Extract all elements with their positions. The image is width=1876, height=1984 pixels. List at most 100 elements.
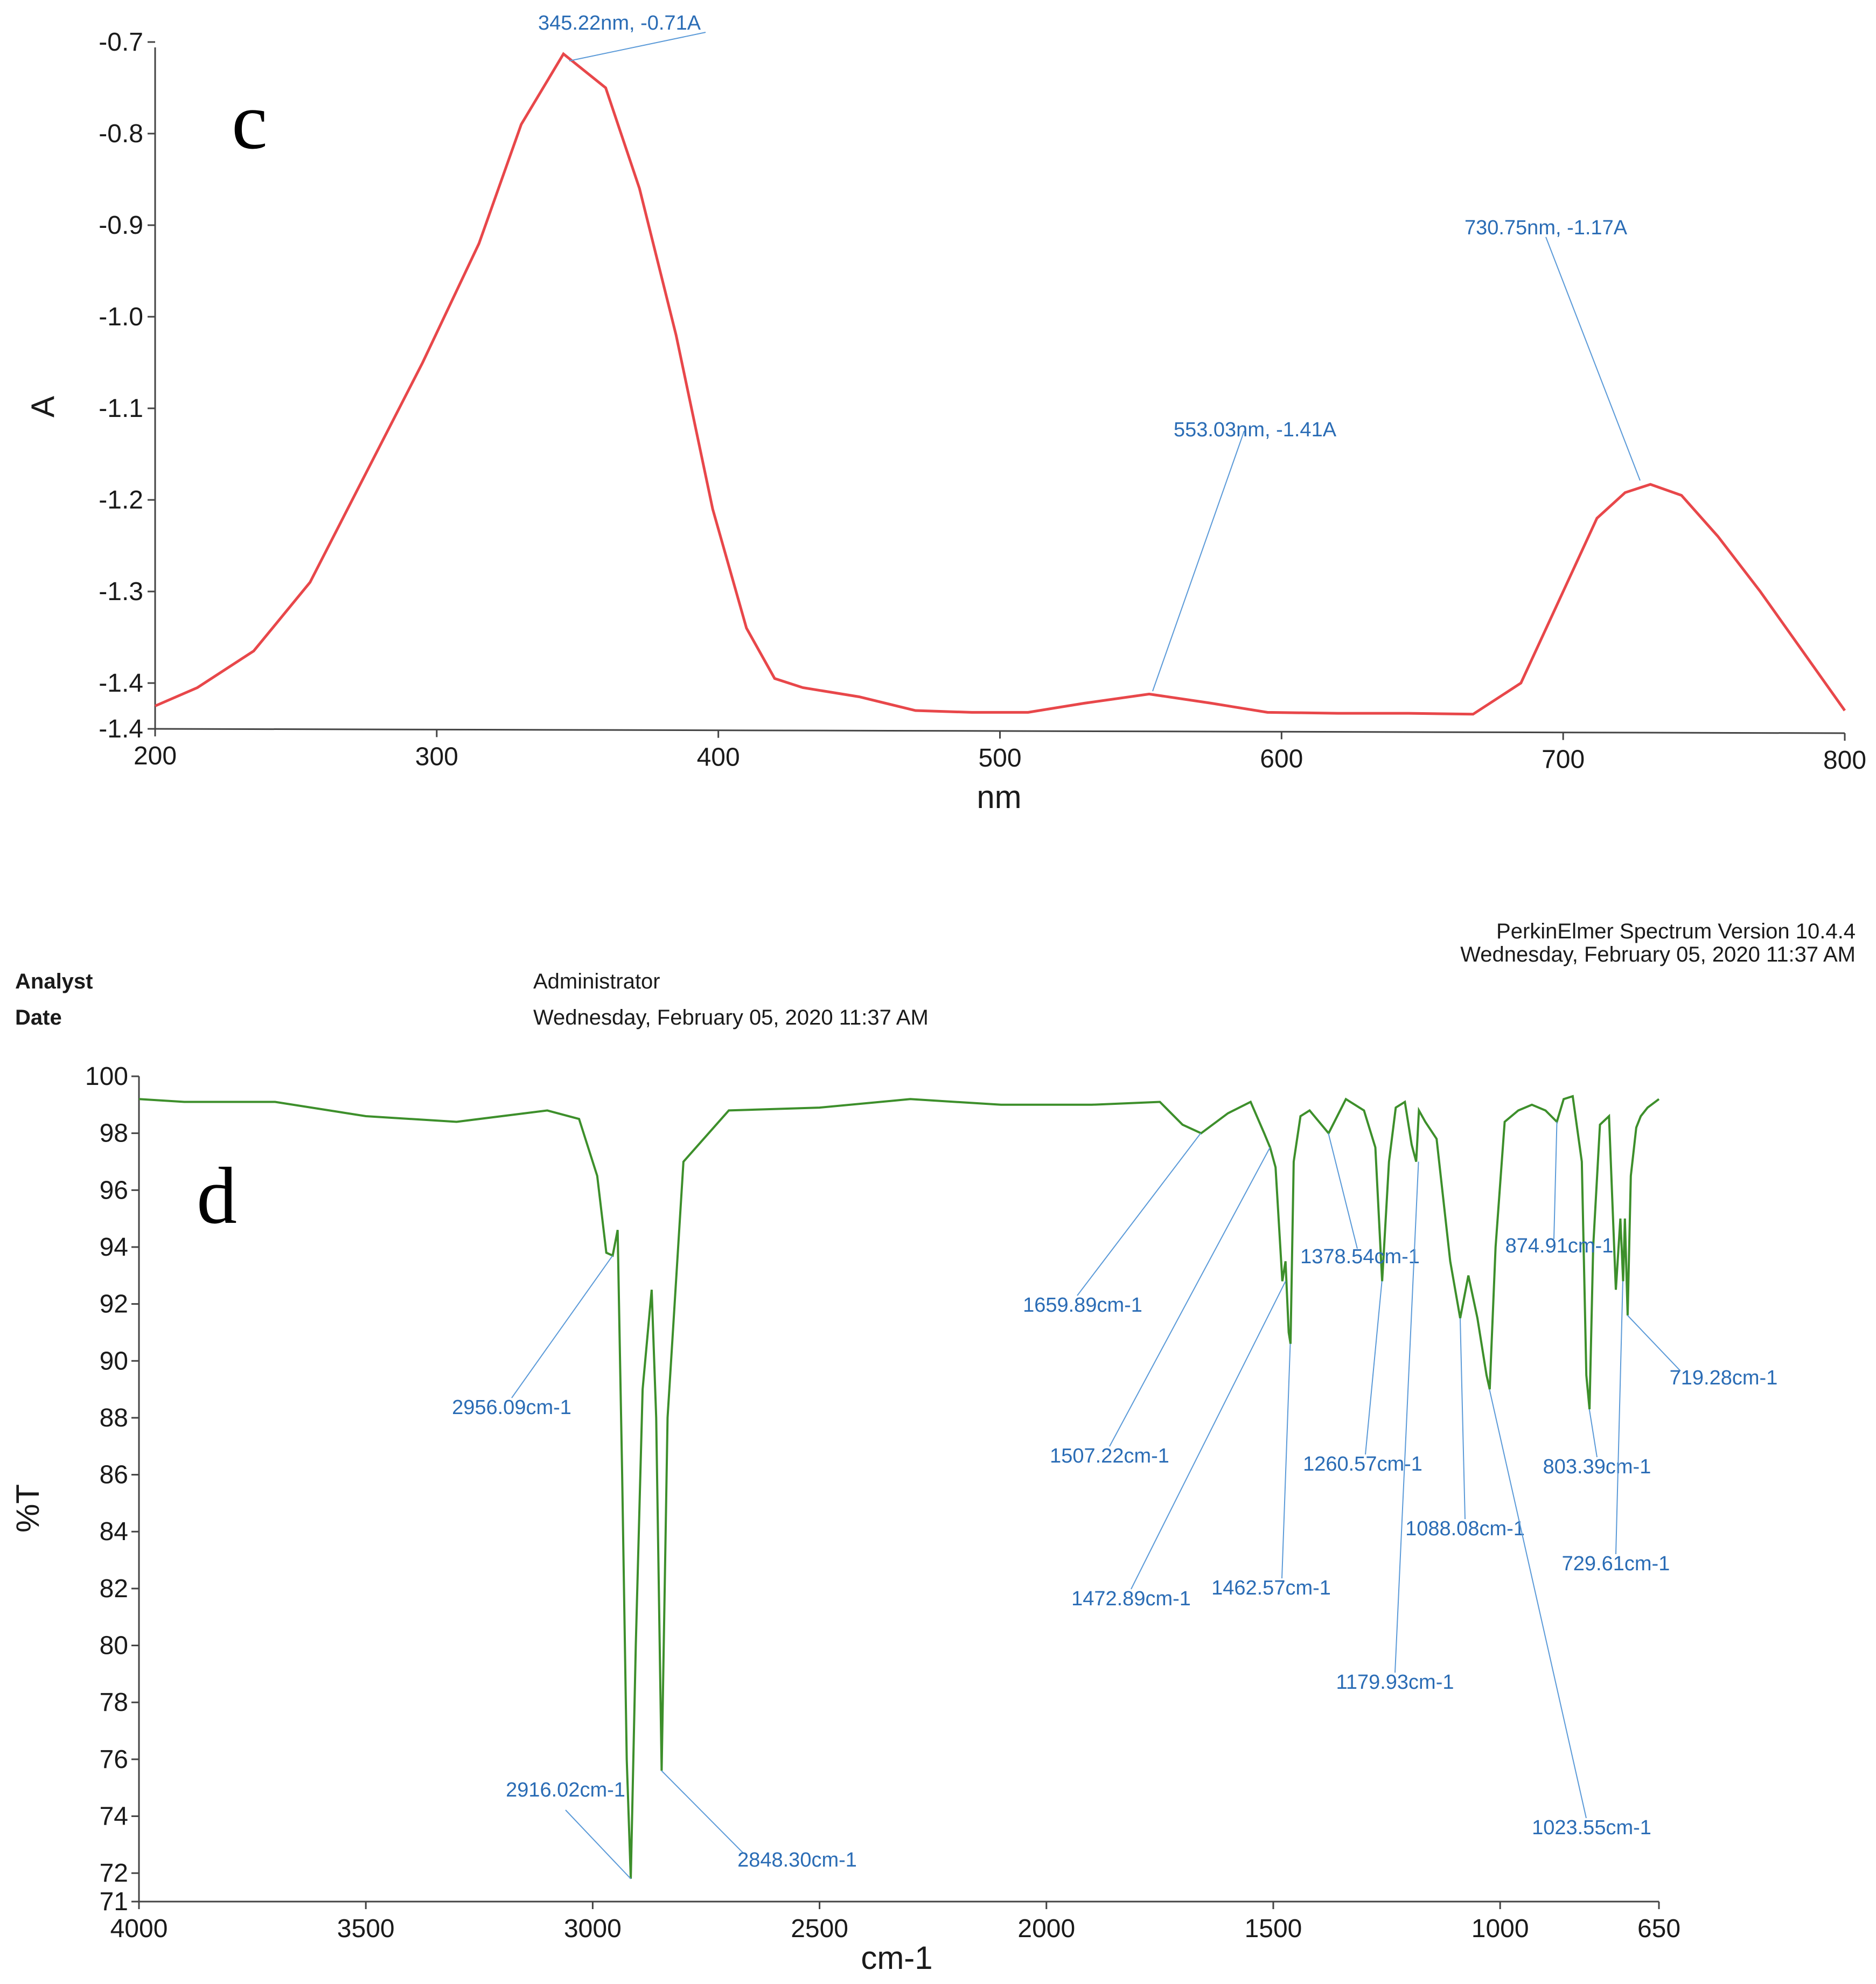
uv-x-tick-label: 500 bbox=[978, 744, 1021, 772]
uv-annotation-leader bbox=[1545, 236, 1641, 481]
uv-x-tick-label: 400 bbox=[697, 743, 740, 772]
ftir-y-tick-label: 86 bbox=[100, 1461, 128, 1489]
uv-x-tick-label: 600 bbox=[1260, 744, 1303, 773]
ftir-y-tick-label: 82 bbox=[100, 1575, 128, 1603]
ftir-y-tick-label: 76 bbox=[100, 1745, 128, 1774]
uv-spectrum-line bbox=[155, 52, 1846, 716]
ftir-x-tick-label: 2500 bbox=[791, 1915, 848, 1943]
ftir-annotation-label: 1023.55cm-1 bbox=[1532, 1816, 1651, 1839]
ftir-annotation-label: 1507.22cm-1 bbox=[1050, 1445, 1169, 1467]
ftir-annotation-label: 2848.30cm-1 bbox=[737, 1849, 857, 1871]
ftir-spectrum-line bbox=[138, 1095, 1660, 1879]
ftir-annotation-leader bbox=[1328, 1133, 1358, 1249]
ftir-annotation-leader bbox=[1615, 1281, 1623, 1555]
ftir-annotation-leader bbox=[1281, 1343, 1291, 1579]
ftir-y-tick-label: 84 bbox=[100, 1517, 128, 1546]
ftir-annotation-leader bbox=[1109, 1147, 1271, 1447]
ftir-annotation-leader bbox=[565, 1809, 631, 1879]
ftir-annotation-label: 803.39cm-1 bbox=[1543, 1456, 1651, 1478]
ftir-y-axis-label: %T bbox=[10, 1484, 46, 1533]
ftir-annotation-leader bbox=[1459, 1318, 1466, 1520]
uv-y-tick-label: -1.4 bbox=[99, 669, 143, 698]
date-label: Date bbox=[15, 1006, 62, 1029]
uv-annotation-label: 730.75nm, -1.17A bbox=[1464, 217, 1628, 239]
ftir-annotation-leader bbox=[1588, 1409, 1598, 1458]
ftir-y-tick-label: 80 bbox=[100, 1632, 128, 1660]
uv-vis-chart: -1.4 -1.4 -1.3 -1.2 -1.1 -1.0 -0.9 -0.8 -0.7 200… bbox=[25, 12, 1866, 815]
ftir-x-axis-label: cm-1 bbox=[861, 1940, 932, 1976]
ftir-y-tick-label: 90 bbox=[100, 1347, 128, 1375]
uv-x-tick-label: 300 bbox=[415, 742, 458, 771]
ftir-annotation-label: 719.28cm-1 bbox=[1670, 1367, 1778, 1389]
ftir-annotation-label: 729.61cm-1 bbox=[1562, 1553, 1670, 1575]
ftir-y-tick-label: 96 bbox=[100, 1176, 128, 1205]
ftir-peak-annotations: 2956.09cm-1 2916.02cm-1 2848.30cm-1 1659.89… bbox=[452, 1122, 1777, 1879]
uv-y-tick-label: -1.0 bbox=[99, 303, 143, 331]
uv-y-tick-label: -0.8 bbox=[99, 120, 143, 148]
ftir-x-tick-label: 3500 bbox=[337, 1915, 395, 1943]
ftir-annotation-label: 2956.09cm-1 bbox=[452, 1396, 571, 1419]
ftir-annotation-leader bbox=[1553, 1122, 1558, 1240]
ftir-y-tick-label: 78 bbox=[100, 1688, 128, 1717]
uv-x-tick-label: 700 bbox=[1542, 746, 1585, 774]
uv-annotation-label: 553.03nm, -1.41A bbox=[1174, 419, 1337, 441]
date-value: Wednesday, February 05, 2020 11:37 AM bbox=[533, 1006, 929, 1029]
ftir-y-tick-label: 72 bbox=[100, 1859, 128, 1888]
ftir-annotation-leader bbox=[661, 1770, 744, 1854]
ftir-annotation-leader bbox=[1627, 1315, 1681, 1372]
uv-x-tick-label: 800 bbox=[1823, 746, 1866, 775]
ftir-y-tick-label: 74 bbox=[100, 1802, 128, 1831]
ftir-y-tick-label: 88 bbox=[100, 1404, 128, 1432]
ftir-y-tick-label: 71 bbox=[100, 1888, 128, 1916]
uv-x-axis-label: nm bbox=[977, 779, 1021, 815]
uv-panel-label: c bbox=[232, 76, 268, 166]
uv-y-tick-label: -1.1 bbox=[99, 394, 143, 423]
ftir-annotation-label: 1659.89cm-1 bbox=[1023, 1294, 1142, 1317]
ftir-x-ticks: 4000 3500 3000 2500 2000 1500 1000 650 bbox=[110, 1902, 1680, 1943]
ftir-annotation-leader bbox=[1365, 1281, 1383, 1455]
ftir-annotation-label: 874.91cm-1 bbox=[1505, 1235, 1614, 1257]
ftir-annotation-label: 1088.08cm-1 bbox=[1405, 1517, 1525, 1540]
analyst-label: Analyst bbox=[15, 970, 93, 993]
uv-peak-annotations: 345.22nm, -0.71A 553.03nm, -1.41A 730.75nm… bbox=[538, 12, 1641, 692]
ftir-annotation-leader bbox=[1394, 1161, 1419, 1673]
ftir-y-tick-label: 98 bbox=[100, 1119, 128, 1148]
uv-x-ticks: 200 300 400 500 600 700 800 bbox=[134, 729, 1866, 775]
ftir-annotation-label: 1462.57cm-1 bbox=[1211, 1577, 1331, 1599]
ftir-x-tick-label: 2000 bbox=[1017, 1915, 1075, 1943]
uv-annotation-leader bbox=[569, 32, 706, 61]
uv-x-tick-label: 200 bbox=[134, 742, 177, 770]
ftir-annotation-label: 1472.89cm-1 bbox=[1071, 1588, 1191, 1610]
ftir-annotation-leader bbox=[1489, 1389, 1587, 1819]
uv-y-tick-label: -1.4 bbox=[99, 715, 143, 743]
ftir-y-tick-label: 100 bbox=[85, 1062, 128, 1091]
uv-y-tick-label: -1.3 bbox=[99, 577, 143, 606]
ftir-annotation-label: 1378.54cm-1 bbox=[1300, 1245, 1420, 1268]
ftir-x-tick-label: 1500 bbox=[1245, 1915, 1302, 1943]
ftir-x-tick-label: 3000 bbox=[564, 1915, 622, 1943]
software-version: PerkinElmer Spectrum Version 10.4.4 bbox=[1496, 920, 1856, 943]
uv-y-tick-label: -0.9 bbox=[99, 211, 143, 240]
ftir-x-tick-label: 1000 bbox=[1471, 1915, 1529, 1943]
ftir-axes bbox=[138, 1076, 1659, 1903]
ftir-y-tick-label: 92 bbox=[100, 1290, 128, 1319]
ftir-annotation-label: 2916.02cm-1 bbox=[506, 1779, 625, 1801]
uv-y-ticks: -1.4 -1.4 -1.3 -1.2 -1.1 -1.0 -0.9 -0.8 -0.7 bbox=[99, 28, 155, 743]
ftir-x-tick-label: 4000 bbox=[110, 1915, 168, 1943]
ftir-annotation-leader bbox=[1077, 1133, 1202, 1296]
ftir-annotation-leader bbox=[511, 1255, 613, 1398]
ftir-annotation-leader bbox=[1131, 1280, 1286, 1590]
uv-annotation-leader bbox=[1152, 430, 1245, 692]
ftir-x-tick-label: 650 bbox=[1637, 1915, 1680, 1943]
analyst-value: Administrator bbox=[533, 970, 660, 993]
uv-y-tick-label: -0.7 bbox=[99, 28, 143, 57]
uv-y-tick-label: -1.2 bbox=[99, 486, 143, 514]
print-date: Wednesday, February 05, 2020 11:37 AM bbox=[1460, 943, 1856, 966]
ftir-panel-label: d bbox=[197, 1151, 237, 1241]
ftir-annotation-label: 1260.57cm-1 bbox=[1303, 1453, 1422, 1475]
ftir-y-tick-label: 94 bbox=[100, 1233, 128, 1262]
ftir-annotation-label: 1179.93cm-1 bbox=[1336, 1671, 1454, 1694]
